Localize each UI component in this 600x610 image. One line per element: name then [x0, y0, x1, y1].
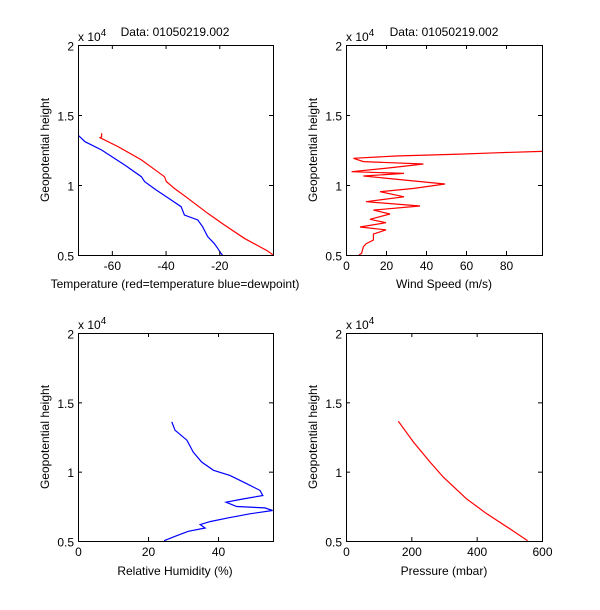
- x-tick-label: -40: [157, 259, 175, 273]
- axes-box: [346, 333, 543, 542]
- x-tick-label: 600: [532, 545, 552, 559]
- y-multiplier: x 104: [78, 316, 107, 332]
- axes-box: [346, 45, 543, 256]
- y-tick-label: 1.5: [57, 110, 74, 124]
- y-tick-label: 2: [335, 40, 342, 54]
- y-tick-label: 2: [335, 328, 342, 342]
- series-line-dewpoint: [78, 134, 223, 255]
- y-tick-label: 1: [67, 466, 74, 480]
- y-tick-label: 1: [67, 180, 74, 194]
- x-tick-label: 0: [75, 545, 82, 559]
- series-line-pressure: [397, 420, 528, 541]
- series-line-wind-speed: [351, 150, 542, 255]
- y-tick-label: 2: [67, 328, 74, 342]
- y-tick-label: 1: [335, 180, 342, 194]
- subplot-pressure: x 104 Geopotential height Pressure (mbar…: [306, 316, 553, 578]
- x-tick-label: 20: [142, 545, 156, 559]
- y-multiplier: x 104: [346, 316, 375, 332]
- series-line-relative-humidity: [163, 421, 273, 541]
- y-axis-label: Geopotential height: [306, 384, 320, 489]
- y-tick-label: 1: [335, 466, 342, 480]
- plot-title: Data: 01050219.002: [121, 25, 230, 39]
- x-tick-label: 20: [380, 259, 394, 273]
- y-tick-label: 0.5: [325, 536, 342, 550]
- y-multiplier: x 104: [346, 28, 375, 44]
- x-tick-label: 80: [500, 259, 514, 273]
- series-line-temperature: [98, 133, 273, 255]
- axes-box: [78, 333, 274, 542]
- y-tick-label: 0.5: [325, 250, 342, 264]
- x-axis-label: Pressure (mbar): [401, 564, 488, 578]
- y-axis-label: Geopotential height: [38, 384, 52, 489]
- x-tick-label: 40: [420, 259, 434, 273]
- x-tick-label: 40: [212, 545, 226, 559]
- axes-box: [78, 45, 274, 256]
- y-axis-label: Geopotential height: [306, 97, 320, 202]
- subplot-temperature: Data: 01050219.002 x 104 Geopotential he…: [38, 25, 299, 291]
- x-axis-label: Wind Speed (m/s): [396, 277, 492, 291]
- x-axis-label: Relative Humidity (%): [117, 564, 232, 578]
- y-axis-label: Geopotential height: [38, 97, 52, 202]
- y-tick-label: 1.5: [325, 110, 342, 124]
- x-tick-label: 0: [343, 545, 350, 559]
- x-tick-label: -60: [104, 259, 122, 273]
- subplot-wind-speed: Data: 01050219.002 x 104 Geopotential he…: [306, 25, 543, 291]
- x-tick-label: 60: [460, 259, 474, 273]
- y-multiplier: x 104: [78, 28, 107, 44]
- y-tick-label: 2: [67, 40, 74, 54]
- subplot-relative-humidity: x 104 Geopotential height Relative Humid…: [38, 316, 274, 578]
- x-tick-label: 200: [402, 545, 422, 559]
- x-tick-label: 0: [343, 259, 350, 273]
- y-tick-label: 1.5: [57, 397, 74, 411]
- plot-title: Data: 01050219.002: [390, 25, 499, 39]
- x-axis-label: Temperature (red=temperature blue=dewpoi…: [51, 277, 300, 291]
- x-tick-label: -20: [211, 259, 229, 273]
- y-tick-label: 0.5: [57, 250, 74, 264]
- y-tick-label: 0.5: [57, 536, 74, 550]
- y-tick-label: 1.5: [325, 397, 342, 411]
- x-tick-label: 400: [467, 545, 487, 559]
